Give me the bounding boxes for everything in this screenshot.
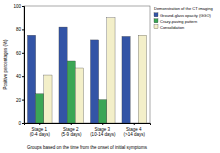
- legend-label: Crazy-paving pattern: [160, 19, 197, 24]
- y-tick: 0: [18, 121, 24, 126]
- bar: [27, 35, 35, 123]
- x-tick-mark: [71, 123, 72, 125]
- bar-series: [36, 61, 107, 123]
- x-tick: Stage 4 (>14 days): [124, 123, 146, 137]
- y-tick: 20: [16, 98, 24, 103]
- y-tick-mark: [22, 76, 24, 77]
- y-tick-label: 40: [16, 74, 22, 79]
- legend-label: Ground-glass opacity (GGO): [160, 13, 212, 18]
- x-axis: Stage 1 (0-4 days) Stage 2 (5-9 days) Stag…: [25, 123, 151, 137]
- bar: [90, 40, 98, 123]
- x-tick-label: Stage 2 (5-9 days): [61, 127, 82, 137]
- bars: [27, 18, 146, 123]
- legend-item: Crazy-paving pattern: [154, 19, 197, 24]
- y-tick: 80: [16, 27, 24, 32]
- legend-label: Consolidation: [160, 25, 184, 30]
- bar: [36, 94, 44, 123]
- x-tick: Stage 2 (5-9 days): [61, 123, 82, 137]
- bar: [67, 61, 75, 123]
- x-tick: Stage 1 (0-4 days): [30, 123, 51, 137]
- y-axis-title: Positive percentages (%): [3, 39, 8, 90]
- legend-swatch: [154, 13, 158, 17]
- y-tick-mark: [22, 53, 24, 54]
- bar: [99, 100, 107, 123]
- y-tick-mark: [22, 6, 24, 7]
- bar-series: [44, 18, 147, 123]
- y-axis: 0 20 40 60 80 100: [13, 4, 24, 126]
- x-tick-label: Stage 3 (10-14 days): [90, 127, 116, 137]
- bar: [75, 68, 83, 123]
- x-axis-line: [25, 124, 151, 126]
- plot-frame: [24, 6, 150, 123]
- y-tick-label: 60: [16, 51, 22, 56]
- bar: [138, 35, 146, 123]
- bar: [122, 36, 130, 123]
- legend-item: Consolidation: [154, 25, 184, 30]
- legend-title: Demonstration of the CT imaging: [154, 6, 213, 11]
- bar: [44, 75, 52, 123]
- x-tick: Stage 3 (10-14 days): [90, 123, 116, 137]
- y-axis-line: [22, 7, 25, 124]
- legend-item: Ground-glass opacity (GGO): [154, 13, 212, 18]
- y-tick-label: 80: [16, 27, 22, 32]
- x-axis-title: Groups based on the time from the onset …: [27, 145, 148, 150]
- y-tick: 60: [16, 51, 24, 56]
- x-tick-mark: [102, 123, 103, 125]
- chart: 0 20 40 60 80 100 Stage 1 (0-4 days) Stage 2 (5…: [0, 0, 220, 153]
- bar: [107, 18, 115, 123]
- y-tick: 100: [13, 4, 24, 9]
- legend-swatch: [154, 25, 158, 29]
- bar: [59, 27, 67, 123]
- x-tick-label: Stage 4 (>14 days): [124, 127, 146, 137]
- y-tick-mark: [22, 100, 24, 101]
- legend: Demonstration of the CT imaging Ground-gl…: [154, 6, 213, 30]
- x-tick-label: Stage 1 (0-4 days): [30, 127, 51, 137]
- x-tick-mark: [39, 123, 40, 125]
- y-tick-label: 100: [13, 4, 21, 9]
- y-tick-label: 20: [16, 98, 22, 103]
- y-tick: 40: [16, 74, 24, 79]
- y-tick-mark: [22, 123, 24, 124]
- x-tick-mark: [134, 123, 135, 125]
- y-tick-mark: [22, 29, 24, 30]
- y-tick-label: 0: [18, 121, 21, 126]
- bar: [130, 123, 138, 124]
- plot: 0 20 40 60 80 100 Stage 1 (0-4 days) Stage 2 (5…: [13, 4, 150, 137]
- legend-swatch: [154, 19, 158, 23]
